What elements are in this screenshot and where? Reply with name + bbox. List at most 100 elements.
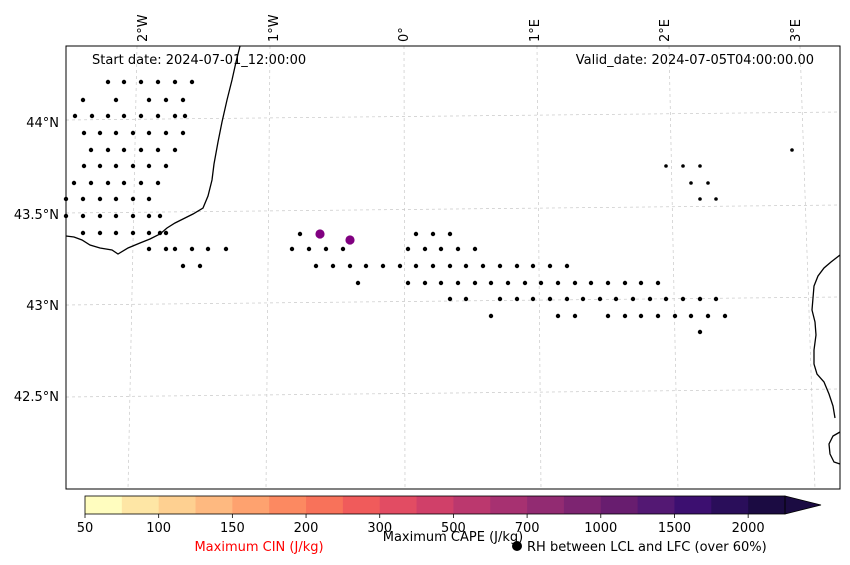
rh-dot [363, 263, 369, 269]
rh-dot [422, 280, 428, 286]
rh-dot [113, 97, 119, 103]
rh-dot [80, 230, 86, 236]
cape-label: Maximum CAPE (J/kg) [383, 530, 523, 545]
rh-dot [189, 246, 195, 252]
lon-tick-label: 2°W [136, 14, 151, 42]
colorbar-segment [269, 496, 307, 514]
rh-dot [80, 213, 86, 219]
rh-dot [405, 246, 411, 252]
rh-dot [463, 263, 469, 269]
rh-dot [713, 296, 719, 302]
lon-tick-label: 1°E [528, 19, 543, 42]
rh-dot [130, 163, 136, 169]
rh-legend-label: RH between LCL and LFC (over 60%) [527, 540, 767, 555]
rh-dot [697, 329, 703, 335]
rh-dot [138, 113, 144, 119]
rh-dot [622, 313, 628, 319]
colorbar-tick-label: 50 [77, 521, 94, 536]
rh-dot [538, 280, 544, 286]
rh-dot [488, 313, 494, 319]
rh-dot [121, 180, 127, 186]
rh-dot [380, 263, 386, 269]
colorbar-outline [84, 495, 786, 515]
rh-dot [306, 246, 312, 252]
rh-dot [688, 313, 694, 319]
rh-dot [438, 280, 444, 286]
colorbar-segment [637, 496, 675, 514]
rh-dot [113, 230, 119, 236]
valid-date-label: Valid_date: 2024-07-05T04:00:00.00 [576, 53, 814, 68]
rh-dot [172, 147, 178, 153]
rh-dot [698, 164, 702, 168]
rh-dot [340, 246, 346, 252]
meridian-gridline [668, 45, 679, 490]
rh-dot [647, 296, 653, 302]
rh-dot [138, 180, 144, 186]
rh-dot [622, 280, 628, 286]
colorbar-segment [342, 496, 381, 514]
rh-dot [564, 263, 570, 269]
cin-label: Maximum CIN (J/kg) [194, 540, 323, 555]
rh-dot [530, 263, 536, 269]
colorbar-tick-label: 2000 [732, 521, 765, 536]
colorbar-tick-label: 500 [441, 521, 466, 536]
rh-dot [113, 213, 119, 219]
meridian-gridline [127, 45, 138, 490]
rh-dot [463, 296, 469, 302]
rh-dot [163, 246, 169, 252]
rh-dot [97, 213, 103, 219]
lon-tick-label: 1°W [267, 14, 282, 42]
colorbar-segment [748, 496, 786, 514]
meridian-gridline [799, 45, 816, 490]
lat-tick-label: 42.5°N [14, 390, 59, 405]
rh-dot [572, 280, 578, 286]
rh-dot [430, 263, 436, 269]
rh-dot [722, 313, 728, 319]
rh-dot [163, 130, 169, 136]
rh-dot [146, 196, 152, 202]
rh-dot [405, 280, 411, 286]
lon-tick-label: 0° [397, 27, 412, 42]
rh-dot [130, 230, 136, 236]
rh-dot [447, 296, 453, 302]
colorbar-segment [232, 496, 270, 514]
rh-dot [588, 280, 594, 286]
rh-dot [81, 163, 87, 169]
colorbar-segment [306, 496, 344, 514]
rh-dot [88, 147, 94, 153]
rh-dot [146, 97, 152, 103]
colorbar-segment [195, 496, 233, 514]
coastline-east-lower [828, 431, 841, 465]
rh-dot [146, 163, 152, 169]
rh-dot [157, 230, 163, 236]
rh-dot [447, 263, 453, 269]
rh-dot [790, 148, 794, 152]
rh-dot [455, 246, 461, 252]
colorbar-tick-label: 300 [367, 521, 392, 536]
lat-tick-label: 43°N [26, 299, 59, 314]
rh-dot [180, 97, 186, 103]
map-frame [65, 45, 841, 490]
rh-dot [71, 180, 77, 186]
rh-dot [146, 246, 152, 252]
rh-dot [555, 313, 561, 319]
rh-dot [146, 213, 152, 219]
rh-dot [472, 246, 478, 252]
rh-dot [564, 296, 570, 302]
rh-dot [163, 97, 169, 103]
rh-dot [455, 280, 461, 286]
rh-dot [172, 246, 178, 252]
colorbar-tick-label: 1000 [584, 521, 617, 536]
rh-dot [130, 196, 136, 202]
rh-dot [172, 113, 178, 119]
rh-dot [155, 147, 161, 153]
map-background [66, 46, 840, 489]
rh-dot [121, 113, 127, 119]
graticule [65, 45, 841, 490]
rh-dot [681, 164, 685, 168]
rh-dot [630, 296, 636, 302]
rh-dot [605, 280, 611, 286]
rh-dot [313, 263, 319, 269]
rh-dot [138, 79, 144, 85]
rh-dot [413, 263, 419, 269]
